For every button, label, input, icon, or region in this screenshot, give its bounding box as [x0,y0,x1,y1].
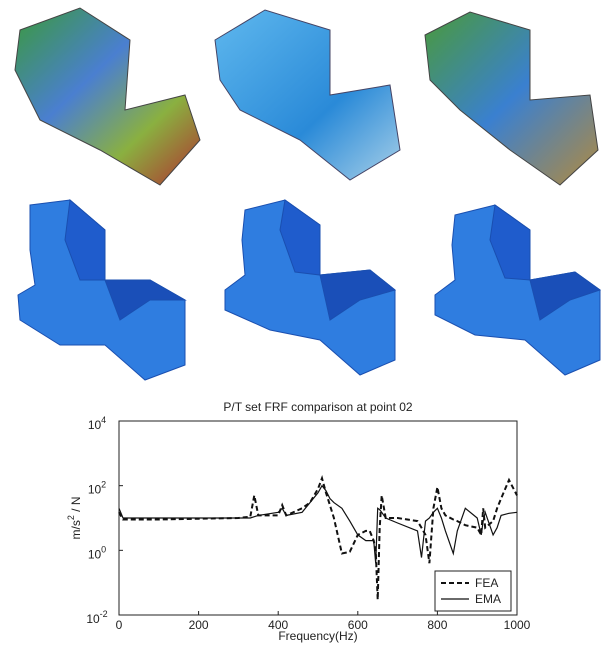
y-tick-label: 104 [88,415,106,432]
series-line [119,486,517,564]
figure: P/T set FRF comparison at point 02 Frequ… [0,0,609,655]
chart: P/T set FRF comparison at point 02 Frequ… [66,400,531,643]
legend-label: FEA [475,576,498,590]
x-tick-label: 600 [348,618,368,632]
legend-label: EMA [475,592,501,606]
y-tick-label: 10-2 [86,609,107,626]
mesh-model [18,200,600,380]
y-axis-label: m/s2 / N [66,496,83,539]
y-tick-label: 102 [88,480,106,497]
x-tick-label: 200 [189,618,209,632]
chart-title: P/T set FRF comparison at point 02 [223,400,413,414]
y-tick-label: 100 [88,544,106,561]
x-tick-label: 1000 [504,618,531,632]
engine-render [15,8,598,185]
x-axis-label: Frequency(Hz) [278,629,357,643]
x-tick-label: 0 [116,618,123,632]
figure-svg: P/T set FRF comparison at point 02 Frequ… [0,0,609,655]
x-tick-label: 400 [268,618,288,632]
x-tick-label: 800 [427,618,447,632]
